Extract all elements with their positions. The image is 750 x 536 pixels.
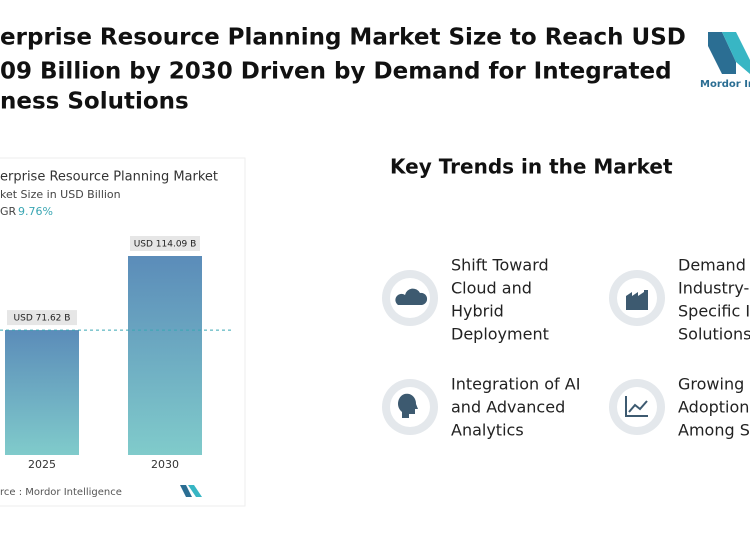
trend-text: Analytics <box>451 421 524 440</box>
trend-text: Adoption <box>678 398 749 417</box>
trend-text: Specific I <box>678 302 750 321</box>
trend-text: Integration of AI <box>451 375 580 394</box>
title-line: erprise Resource Planning Market Size to… <box>0 25 686 51</box>
cagr-label: GR <box>0 205 17 218</box>
value-label-box <box>130 236 200 251</box>
trend-text: Solutions <box>678 325 750 344</box>
trend-text: Shift Toward <box>451 256 549 275</box>
bar <box>5 330 79 455</box>
trend-text: Demand <box>678 256 746 275</box>
trends-title: Key Trends in the Market <box>390 155 673 179</box>
trend-text: and Advanced <box>451 398 565 417</box>
value-label: USD 71.62 B <box>14 314 71 324</box>
source: rce : Mordor Intelligence <box>0 487 122 498</box>
value-label-box <box>7 310 77 326</box>
title-line: 09 Billion by 2030 Driven by Demand for … <box>0 59 672 85</box>
value-label: USD 114.09 B <box>134 240 197 250</box>
trend-text: Industry- <box>678 279 749 298</box>
chart-subtitle: ket Size in USD Billion <box>0 188 121 201</box>
cagr-value: 9.76% <box>18 205 53 218</box>
x-tick-label: 2030 <box>151 458 179 471</box>
logo: Mordor Int <box>700 32 750 90</box>
trend-text: Hybrid <box>451 302 504 321</box>
small-logo <box>180 485 202 497</box>
bar <box>128 256 202 455</box>
trend-text: Among S <box>678 421 750 440</box>
chart-title: erprise Resource Planning Market <box>0 170 218 185</box>
trend-text: Growing <box>678 375 744 394</box>
x-tick-label: 2025 <box>28 458 56 471</box>
icons <box>382 270 665 435</box>
trend-text: Deployment <box>451 325 549 344</box>
trend-text: Cloud and <box>451 279 532 298</box>
logo-text: Mordor Int <box>700 79 750 90</box>
title-line: ness Solutions <box>0 89 189 115</box>
